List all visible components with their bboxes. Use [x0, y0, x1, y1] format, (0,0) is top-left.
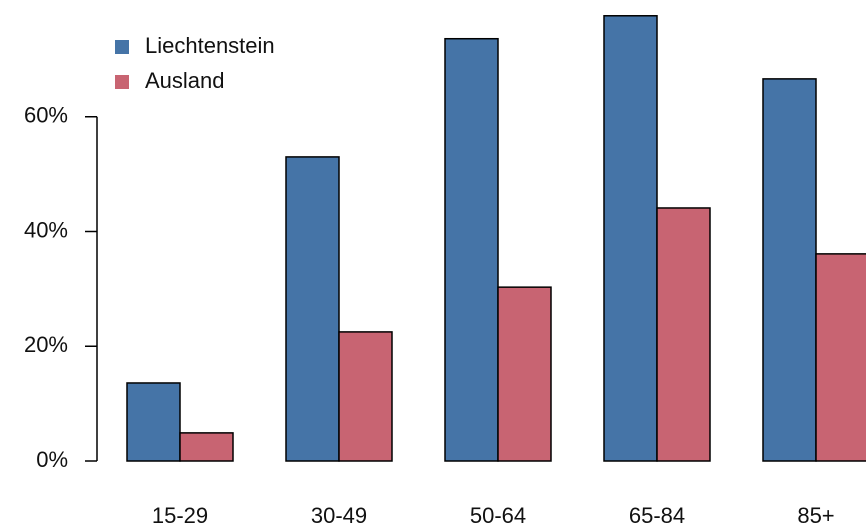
- y-tick-label: 0%: [36, 447, 68, 472]
- x-tick-label: 15-29: [152, 503, 208, 525]
- bar: [126, 382, 181, 462]
- x-tick-label: 50-64: [470, 503, 526, 525]
- x-tick-label: 65-84: [629, 503, 685, 525]
- bar: [603, 15, 658, 462]
- bar: [656, 207, 711, 462]
- bar: [179, 432, 234, 462]
- legend-label: Liechtenstein: [145, 33, 275, 58]
- y-tick-label: 60%: [24, 103, 68, 128]
- bar: [338, 331, 393, 462]
- bar: [815, 253, 866, 462]
- bar: [285, 156, 340, 462]
- y-tick-label: 40%: [24, 217, 68, 242]
- legend-swatch: [115, 75, 129, 89]
- bar: [444, 37, 499, 462]
- x-tick-label: 30-49: [311, 503, 367, 525]
- legend-label: Ausland: [145, 68, 225, 93]
- bar: [762, 78, 817, 462]
- bar: [497, 286, 552, 462]
- legend-swatch: [115, 40, 129, 54]
- y-tick-label: 20%: [24, 332, 68, 357]
- x-tick-label: 85+: [797, 503, 834, 525]
